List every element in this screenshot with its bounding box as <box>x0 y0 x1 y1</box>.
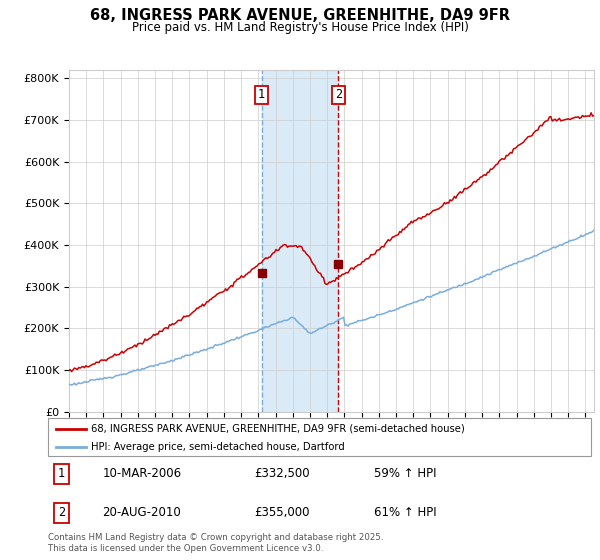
Text: 1: 1 <box>58 467 65 480</box>
Text: £332,500: £332,500 <box>254 467 310 480</box>
Text: Price paid vs. HM Land Registry's House Price Index (HPI): Price paid vs. HM Land Registry's House … <box>131 21 469 34</box>
Text: Contains HM Land Registry data © Crown copyright and database right 2025.
This d: Contains HM Land Registry data © Crown c… <box>48 533 383 553</box>
Text: 2: 2 <box>58 506 65 520</box>
Bar <box>262 70 338 412</box>
Text: £355,000: £355,000 <box>254 506 310 520</box>
Text: HPI: Average price, semi-detached house, Dartford: HPI: Average price, semi-detached house,… <box>91 442 345 452</box>
Text: 68, INGRESS PARK AVENUE, GREENHITHE, DA9 9FR: 68, INGRESS PARK AVENUE, GREENHITHE, DA9… <box>90 8 510 24</box>
Text: 20-AUG-2010: 20-AUG-2010 <box>103 506 181 520</box>
Text: 61% ↑ HPI: 61% ↑ HPI <box>374 506 436 520</box>
Text: 59% ↑ HPI: 59% ↑ HPI <box>374 467 436 480</box>
Text: 10-MAR-2006: 10-MAR-2006 <box>103 467 181 480</box>
FancyBboxPatch shape <box>48 418 591 456</box>
Text: 68, INGRESS PARK AVENUE, GREENHITHE, DA9 9FR (semi-detached house): 68, INGRESS PARK AVENUE, GREENHITHE, DA9… <box>91 424 465 434</box>
Text: 2: 2 <box>335 88 342 101</box>
Text: 1: 1 <box>258 88 265 101</box>
